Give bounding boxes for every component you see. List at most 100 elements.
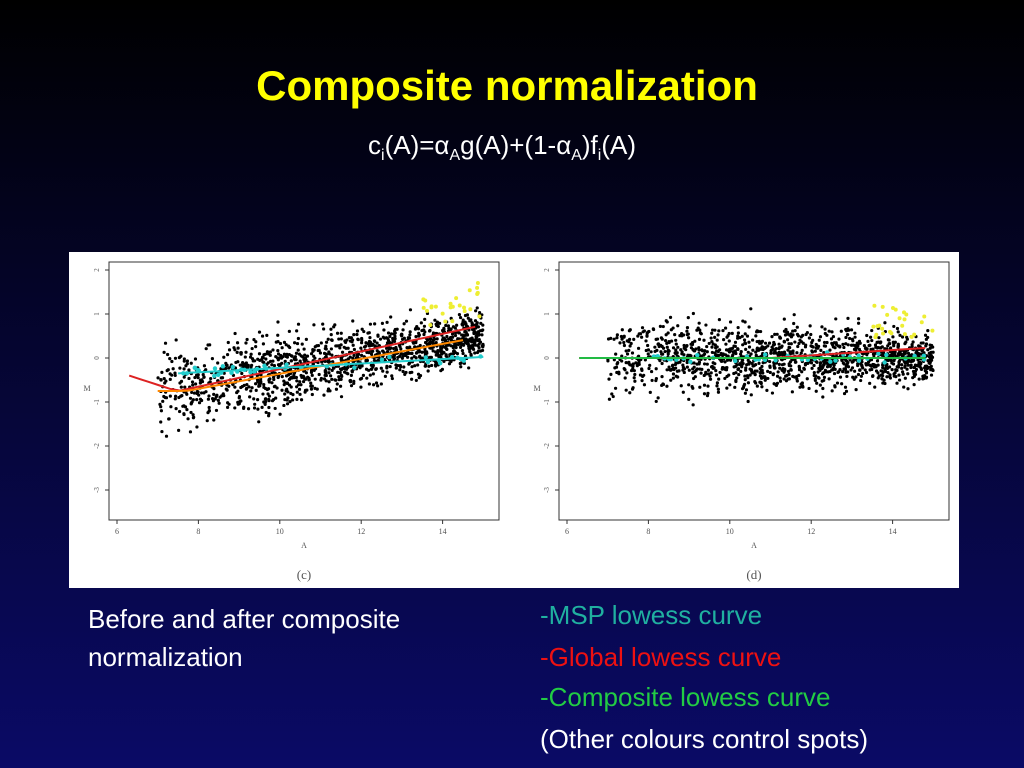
scatter-dot <box>246 407 251 411</box>
scatter-dot <box>249 352 253 356</box>
scatter-dot <box>880 345 884 349</box>
scatter-dot <box>477 346 481 350</box>
control-spot <box>880 326 885 331</box>
scatter-dot <box>319 341 323 345</box>
scatter-dot <box>371 349 375 353</box>
scatter-dot <box>765 388 769 392</box>
scatter-dot <box>356 337 360 342</box>
scatter-dot <box>691 403 695 407</box>
scatter-dot <box>322 377 327 381</box>
control-spot <box>856 358 862 363</box>
scatter-dot <box>812 363 816 368</box>
scatter-dot <box>313 377 317 381</box>
scatter-dot <box>728 383 732 387</box>
scatter-dot <box>365 376 369 380</box>
scatter-dot <box>471 347 476 351</box>
y-tick-label: -1 <box>543 399 551 405</box>
scatter-dot <box>356 359 360 363</box>
scatter-dot <box>405 346 409 350</box>
scatter-dot <box>634 361 638 365</box>
scatter-dot <box>820 325 824 329</box>
scatter-dot <box>697 337 702 342</box>
scatter-dot <box>685 343 689 348</box>
scatter-dot <box>758 347 762 351</box>
scatter-dot <box>239 351 243 355</box>
scatter-dot <box>388 364 392 369</box>
scatter-dot <box>687 368 691 372</box>
scatter-dot <box>798 385 802 389</box>
scatter-dot <box>928 343 932 347</box>
scatter-dot <box>473 351 477 355</box>
scatter-dot <box>814 342 818 347</box>
scatter-dot <box>838 375 843 379</box>
control-spot <box>216 372 221 378</box>
scatter-dot <box>665 368 669 372</box>
scatter-dot <box>653 345 657 349</box>
scatter-dot <box>769 351 773 355</box>
scatter-dot <box>816 370 820 374</box>
scatter-dot <box>410 365 414 369</box>
scatter-dot <box>811 345 815 349</box>
scatter-dot <box>746 358 750 362</box>
scatter-dot <box>793 329 797 333</box>
scatter-dot <box>841 369 845 374</box>
scatter-dot <box>303 353 307 357</box>
legend-item: -Global lowess curve <box>540 642 782 672</box>
scatter-dot <box>423 317 427 322</box>
scatter-dot <box>607 377 611 381</box>
scatter-dot <box>743 341 747 345</box>
scatter-dot <box>182 367 186 371</box>
scatter-dot <box>270 381 274 385</box>
scatter-dot <box>474 336 478 340</box>
scatter-dot <box>381 335 385 339</box>
scatter-dot <box>731 353 735 357</box>
scatter-dot <box>385 346 389 350</box>
scatter-dot <box>613 386 618 390</box>
scatter-dot <box>264 410 268 415</box>
scatter-dot <box>693 375 697 379</box>
scatter-dot <box>727 350 732 354</box>
scatter-dot <box>733 385 737 389</box>
scatter-dot <box>271 390 275 394</box>
scatter-dot <box>847 328 851 332</box>
scatter-dot <box>385 349 390 354</box>
scatter-dot <box>388 334 392 338</box>
scatter-dot <box>384 336 389 340</box>
scatter-dot <box>719 359 723 363</box>
scatter-dot <box>168 372 172 376</box>
scatter-dot <box>286 373 291 377</box>
scatter-dot <box>457 313 462 317</box>
y-tick-label: 1 <box>93 312 101 316</box>
control-spot <box>461 358 467 363</box>
scatter-dot <box>710 331 714 335</box>
scatter-dot <box>733 340 738 344</box>
scatter-dot <box>335 331 340 335</box>
scatter-dot <box>334 378 338 382</box>
scatter-dot <box>891 362 896 366</box>
scatter-dot <box>830 389 834 393</box>
scatter-dot <box>926 348 930 352</box>
scatter-dot <box>636 334 640 338</box>
scatter-dot <box>898 333 902 337</box>
scatter-dot <box>339 331 343 335</box>
control-spot <box>448 301 453 306</box>
scatter-dot <box>775 381 780 385</box>
scatter-dot <box>682 370 686 375</box>
scatter-dot <box>749 352 753 356</box>
scatter-dot <box>931 345 935 349</box>
scatter-dot <box>702 338 706 342</box>
scatter-dot <box>706 372 711 376</box>
scatter-dot <box>390 374 394 378</box>
scatter-dot <box>360 341 364 345</box>
scatter-dot <box>778 336 782 340</box>
scatter-dot <box>300 342 304 346</box>
scatter-dot <box>327 352 332 356</box>
scatter-dot <box>673 362 678 367</box>
scatter-dot <box>648 363 652 367</box>
scatter-dot <box>461 333 465 337</box>
scatter-dot <box>674 342 678 346</box>
scatter-dot <box>789 342 793 346</box>
scatter-dot <box>787 345 791 349</box>
scatter-dot <box>276 333 280 337</box>
scatter-dot <box>743 332 747 336</box>
